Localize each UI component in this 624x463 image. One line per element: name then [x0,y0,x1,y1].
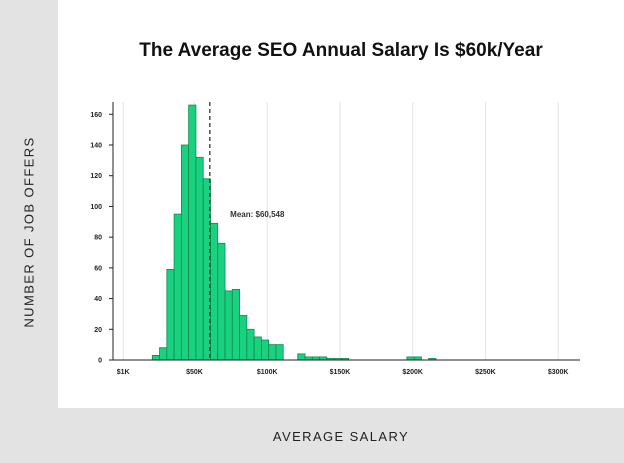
x-tick-label: $250K [475,369,496,376]
histogram-bar [173,213,182,361]
x-tick-label: $1K [117,369,130,376]
y-tick-label: 100 [90,204,102,211]
tick-labels: $1K $50K $100K $150K $200K $250K $300K 0 20 40 60 8… [90,112,568,376]
histogram-bar [159,347,168,361]
histogram-bar [217,242,226,361]
y-tick-label: 40 [94,296,102,303]
histogram-bars [151,104,437,361]
histogram-bar [297,353,306,361]
y-axis-label-band: NUMBER OF JOB OFFERS [0,0,58,463]
histogram-bar [260,339,270,361]
histogram-bar [151,354,160,361]
y-tick-label: 120 [90,173,102,180]
histogram-bar [195,156,204,361]
histogram-bar [275,344,284,361]
x-axis-title: AVERAGE SALARY [272,429,410,444]
y-tick-label: 160 [90,112,102,119]
histogram-bar [253,336,262,361]
axes [109,102,580,361]
y-tick-label: 80 [94,235,102,242]
histogram-bar [224,290,233,361]
histogram-bar [246,328,255,361]
x-tick-label: $100K [257,369,278,376]
x-tick-label: $200K [402,369,423,376]
histogram-bar [188,104,197,361]
chart-title: The Average SEO Annual Salary Is $60k/Ye… [139,40,543,61]
y-tick-label: 20 [94,327,102,334]
mean-marker: Mean: $60,548 [209,102,285,360]
x-tick-label: $300K [548,369,569,376]
histogram-bar [202,178,211,361]
histogram-bar [231,288,240,361]
histogram-bar [180,144,190,361]
y-tick-label: 0 [98,358,102,365]
histogram-bar [268,344,277,361]
histogram-bar [166,268,175,361]
x-tick-label: $50K [186,369,203,376]
y-tick-label: 140 [90,143,102,150]
y-tick-label: 60 [94,265,102,272]
mean-annotation: Mean: $60,548 [230,210,285,219]
x-tick-label: $150K [330,369,351,376]
x-axis-label-band [58,408,624,463]
histogram-bar [239,315,248,361]
histogram-bar [210,222,219,361]
